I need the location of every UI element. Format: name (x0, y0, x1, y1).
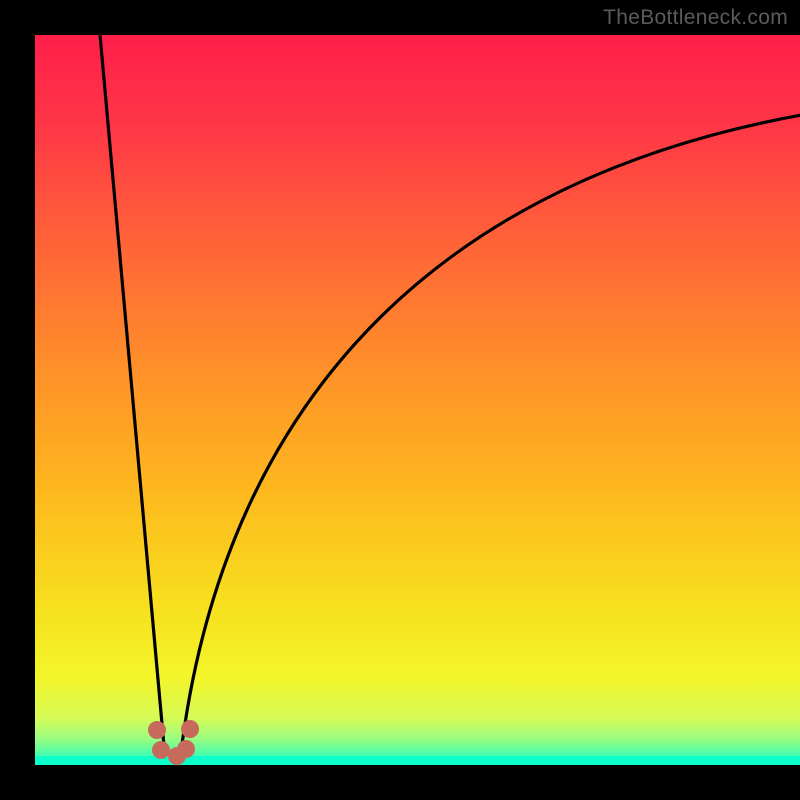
bottleneck-curve (35, 35, 800, 765)
watermark-text: TheBottleneck.com (603, 6, 788, 30)
plot-area (35, 35, 800, 765)
chart-frame: TheBottleneck.com (0, 0, 800, 800)
bottom-green-band (35, 756, 800, 765)
vertex-marker (181, 720, 199, 738)
